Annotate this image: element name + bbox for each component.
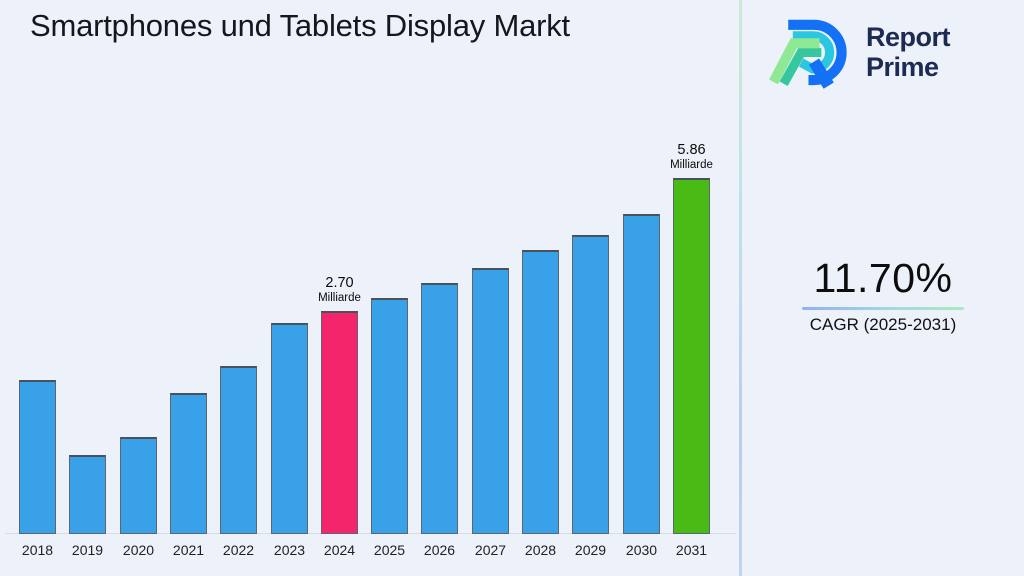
x-tick-2020: 2020 bbox=[122, 542, 155, 558]
bar-2019 bbox=[69, 455, 106, 534]
bar-2024 bbox=[321, 311, 358, 534]
bar-2020 bbox=[120, 437, 157, 534]
bar-value-label-2031: 5.86 Milliarde bbox=[647, 142, 737, 171]
x-tick-2021: 2021 bbox=[172, 542, 205, 558]
cagr-label: CAGR (2025-2031) bbox=[809, 315, 957, 334]
bar-2018 bbox=[19, 380, 56, 534]
bar-2031 bbox=[673, 178, 710, 534]
bar-value-unit: Milliarde bbox=[318, 292, 361, 304]
bar-chart: 2018 2019 2020 2021 2022 2023 2.70 Milliarde 202… bbox=[5, 142, 737, 558]
x-tick-2019: 2019 bbox=[71, 542, 104, 558]
x-tick-2026: 2026 bbox=[423, 542, 456, 558]
x-tick-2030: 2030 bbox=[625, 542, 658, 558]
cagr-value: 11.70% bbox=[813, 255, 953, 301]
bar-2030 bbox=[623, 214, 660, 534]
bar-2028 bbox=[522, 250, 559, 534]
x-tick-2029: 2029 bbox=[574, 542, 607, 558]
bar-2021 bbox=[170, 393, 207, 534]
report-prime-logo-text: Report Prime bbox=[866, 22, 951, 82]
logo-word-report: Report bbox=[866, 22, 951, 52]
bar-2026 bbox=[421, 283, 458, 534]
bar-value: 2.70 bbox=[325, 275, 354, 291]
cagr-panel: 11.70% CAGR (2025-2031) bbox=[742, 0, 1024, 576]
bar-2027 bbox=[472, 268, 509, 534]
x-tick-2028: 2028 bbox=[524, 542, 557, 558]
bar-2023 bbox=[271, 323, 308, 534]
x-axis-line bbox=[5, 533, 736, 534]
x-tick-2024: 2024 bbox=[323, 542, 356, 558]
report-prime-logo: Report Prime bbox=[768, 8, 951, 96]
chart-title: Smartphones und Tablets Display Markt bbox=[30, 8, 570, 43]
x-tick-2027: 2027 bbox=[474, 542, 507, 558]
cagr-underline bbox=[802, 307, 964, 310]
report-prime-logo-icon bbox=[769, 19, 847, 89]
x-tick-2018: 2018 bbox=[21, 542, 54, 558]
x-tick-2022: 2022 bbox=[222, 542, 255, 558]
logo-word-prime: Prime bbox=[866, 52, 939, 82]
bar-2022 bbox=[220, 366, 257, 534]
x-tick-2031: 2031 bbox=[675, 542, 708, 558]
bar-value-label-2024: 2.70 Milliarde bbox=[295, 275, 385, 304]
x-tick-2025: 2025 bbox=[373, 542, 406, 558]
panel-divider bbox=[739, 0, 742, 576]
bar-value: 5.86 bbox=[677, 142, 706, 158]
bar-value-unit: Milliarde bbox=[670, 159, 713, 171]
x-tick-2023: 2023 bbox=[273, 542, 306, 558]
bar-2025 bbox=[371, 298, 408, 534]
bar-2029 bbox=[572, 235, 609, 534]
